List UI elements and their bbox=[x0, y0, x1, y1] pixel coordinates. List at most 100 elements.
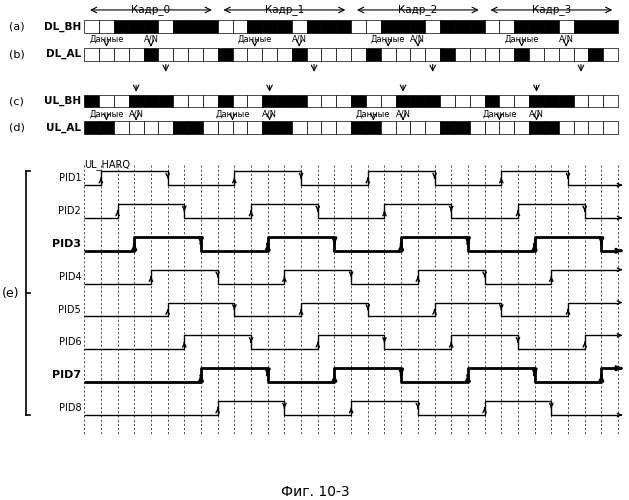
Bar bbox=[99, 20, 114, 33]
Bar bbox=[143, 48, 159, 60]
Text: A/N: A/N bbox=[559, 35, 574, 44]
Text: Кадр_0: Кадр_0 bbox=[131, 4, 170, 16]
Text: PID1: PID1 bbox=[58, 173, 81, 183]
Bar bbox=[455, 48, 470, 60]
Bar bbox=[188, 48, 203, 60]
Bar bbox=[233, 48, 247, 60]
Bar bbox=[366, 48, 381, 60]
Bar bbox=[603, 94, 618, 108]
Bar bbox=[366, 94, 381, 108]
Bar bbox=[544, 48, 559, 60]
Text: A/N: A/N bbox=[410, 35, 425, 44]
Bar bbox=[277, 94, 292, 108]
Bar bbox=[99, 94, 114, 108]
Bar bbox=[143, 20, 159, 33]
Bar bbox=[337, 122, 351, 134]
Bar bbox=[529, 48, 544, 60]
Bar bbox=[396, 48, 411, 60]
Bar bbox=[292, 48, 307, 60]
Text: (b): (b) bbox=[9, 49, 25, 59]
Text: Кадр_3: Кадр_3 bbox=[532, 4, 571, 16]
Bar bbox=[129, 94, 143, 108]
Bar bbox=[425, 20, 440, 33]
Bar bbox=[262, 94, 277, 108]
Bar bbox=[321, 48, 337, 60]
Text: A/N: A/N bbox=[143, 35, 159, 44]
Bar bbox=[143, 94, 159, 108]
Bar bbox=[114, 48, 129, 60]
Bar bbox=[381, 122, 396, 134]
Text: Данные: Данные bbox=[215, 110, 250, 118]
Bar bbox=[203, 48, 218, 60]
Bar bbox=[351, 94, 366, 108]
Bar bbox=[84, 94, 99, 108]
Bar bbox=[455, 94, 470, 108]
Text: PID6: PID6 bbox=[58, 338, 81, 347]
Text: Данные: Данные bbox=[504, 35, 539, 44]
Bar bbox=[203, 122, 218, 134]
Bar bbox=[499, 48, 515, 60]
Bar bbox=[440, 94, 455, 108]
Bar bbox=[396, 94, 411, 108]
Bar bbox=[515, 122, 529, 134]
Bar bbox=[337, 94, 351, 108]
Bar bbox=[307, 20, 321, 33]
Bar bbox=[277, 48, 292, 60]
Bar bbox=[321, 20, 337, 33]
Bar bbox=[143, 122, 159, 134]
Text: Данные: Данные bbox=[238, 35, 272, 44]
Bar bbox=[396, 122, 411, 134]
Text: UL_HARQ: UL_HARQ bbox=[84, 159, 130, 170]
Bar bbox=[203, 20, 218, 33]
Bar bbox=[307, 48, 321, 60]
Bar bbox=[262, 20, 277, 33]
Text: A/N: A/N bbox=[396, 110, 411, 118]
Bar bbox=[188, 94, 203, 108]
Bar bbox=[499, 20, 515, 33]
Bar bbox=[277, 122, 292, 134]
Text: Данные: Данные bbox=[89, 35, 124, 44]
Bar bbox=[396, 20, 411, 33]
Bar bbox=[499, 94, 515, 108]
Bar bbox=[218, 20, 233, 33]
Bar bbox=[440, 122, 455, 134]
Text: Данные: Данные bbox=[89, 110, 124, 118]
Bar bbox=[351, 122, 366, 134]
Bar bbox=[529, 20, 544, 33]
Text: UL_BH: UL_BH bbox=[44, 96, 81, 106]
Bar bbox=[277, 20, 292, 33]
Bar bbox=[233, 94, 247, 108]
Bar bbox=[114, 122, 129, 134]
Text: UL_AL: UL_AL bbox=[46, 123, 81, 133]
Text: A/N: A/N bbox=[262, 110, 277, 118]
Bar bbox=[188, 20, 203, 33]
Text: Данные: Данные bbox=[356, 110, 391, 118]
Text: DL_BH: DL_BH bbox=[44, 21, 81, 32]
Bar bbox=[484, 94, 499, 108]
Bar bbox=[114, 20, 129, 33]
Bar bbox=[84, 20, 99, 33]
Bar bbox=[173, 48, 188, 60]
Bar bbox=[574, 20, 588, 33]
Bar bbox=[544, 94, 559, 108]
Bar bbox=[159, 48, 173, 60]
Bar bbox=[603, 122, 618, 134]
Bar bbox=[292, 122, 307, 134]
Bar bbox=[411, 48, 425, 60]
Bar bbox=[574, 122, 588, 134]
Bar bbox=[515, 20, 529, 33]
Text: PID3: PID3 bbox=[52, 239, 81, 249]
Bar bbox=[188, 122, 203, 134]
Bar bbox=[262, 48, 277, 60]
Bar bbox=[218, 48, 233, 60]
Bar bbox=[470, 48, 484, 60]
Text: (e): (e) bbox=[2, 286, 19, 300]
Bar bbox=[203, 94, 218, 108]
Bar bbox=[574, 94, 588, 108]
Bar bbox=[292, 20, 307, 33]
Bar bbox=[559, 48, 574, 60]
Bar bbox=[381, 20, 396, 33]
Bar bbox=[588, 20, 603, 33]
Bar bbox=[425, 94, 440, 108]
Bar bbox=[381, 94, 396, 108]
